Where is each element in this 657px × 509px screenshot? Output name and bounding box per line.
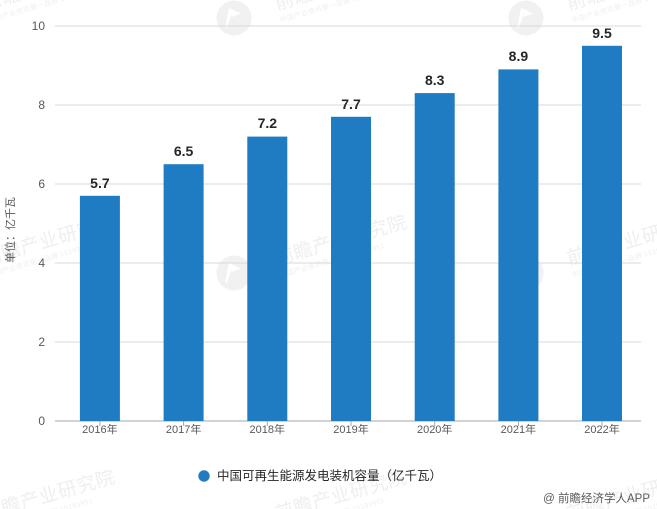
svg-text:2020年: 2020年 [417, 422, 452, 436]
svg-text:7.2: 7.2 [258, 115, 278, 131]
svg-text:2017年: 2017年 [166, 422, 201, 436]
svg-text:2021年: 2021年 [501, 422, 536, 436]
svg-text:7.7: 7.7 [341, 96, 361, 112]
svg-text:2019年: 2019年 [333, 422, 368, 436]
svg-text:5.7: 5.7 [90, 175, 110, 191]
svg-text:6.5: 6.5 [174, 143, 194, 159]
svg-text:4: 4 [38, 256, 45, 270]
svg-text:@ 前瞻经济学人APP: @ 前瞻经济学人APP [543, 491, 650, 505]
svg-text:0: 0 [38, 414, 45, 428]
svg-text:8: 8 [38, 98, 45, 112]
svg-text:6: 6 [38, 177, 45, 191]
svg-text:2018年: 2018年 [250, 422, 285, 436]
svg-text:10: 10 [32, 19, 46, 33]
svg-text:中国可再生能源发电装机容量（亿千瓦）: 中国可再生能源发电装机容量（亿千瓦） [217, 468, 442, 483]
svg-text:2: 2 [38, 335, 45, 349]
svg-text:单位：亿千瓦: 单位：亿千瓦 [3, 197, 17, 263]
svg-text:2016年: 2016年 [82, 422, 117, 436]
svg-text:8.3: 8.3 [425, 72, 445, 88]
svg-text:2022年: 2022年 [584, 422, 619, 436]
svg-text:9.5: 9.5 [592, 25, 612, 41]
svg-text:8.9: 8.9 [509, 48, 529, 64]
